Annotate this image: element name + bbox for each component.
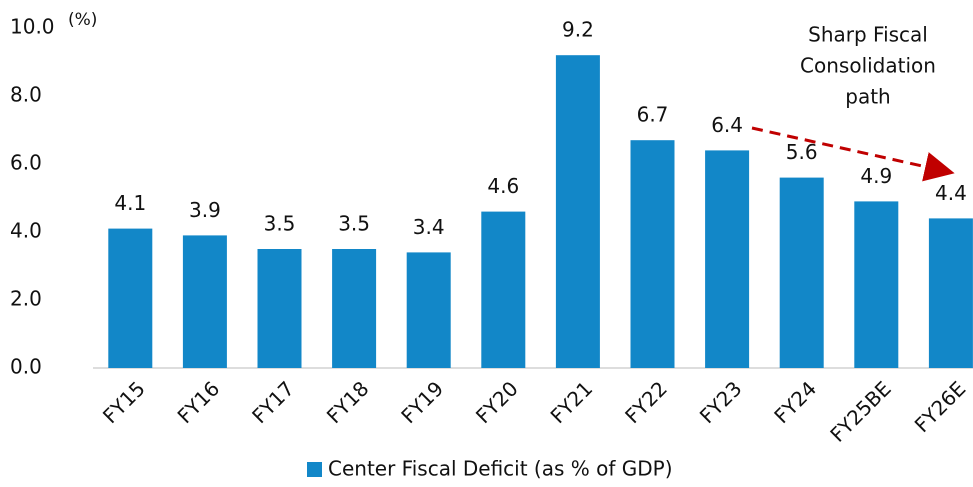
data-label: 6.7 (637, 103, 669, 127)
data-label: 3.5 (264, 212, 296, 236)
data-label: 4.9 (860, 164, 892, 188)
bar (779, 177, 824, 368)
y-tick-label: 0.0 (10, 355, 42, 379)
data-label: 4.6 (487, 174, 519, 198)
bar (257, 249, 302, 368)
legend-swatch (307, 462, 322, 477)
data-label: 3.9 (189, 198, 221, 222)
data-label: 3.4 (413, 215, 445, 239)
bar (481, 211, 526, 368)
x-tick-label: FY22 (620, 376, 672, 428)
data-label: 3.5 (338, 212, 370, 236)
x-tick-label: FY17 (247, 376, 299, 428)
bar (332, 249, 377, 368)
data-label: 4.4 (935, 181, 967, 205)
x-tick-label: FY15 (98, 376, 150, 428)
y-tick-label: 2.0 (10, 287, 42, 311)
data-label: 5.6 (786, 140, 818, 164)
annotation: Sharp Fiscal (808, 23, 928, 47)
x-tick-label: FY20 (471, 376, 523, 428)
x-tick-label: FY24 (769, 376, 821, 428)
y-tick-label: 8.0 (10, 83, 42, 107)
bar (555, 55, 600, 368)
trend-arrow (751, 126, 955, 182)
x-tick-label: FY23 (695, 376, 747, 428)
y-tick-label: 6.0 (10, 151, 42, 175)
data-label: 9.2 (562, 18, 594, 42)
bar (705, 150, 750, 368)
bar (406, 252, 451, 368)
x-tick-label: FY21 (546, 376, 598, 428)
bar (108, 228, 153, 368)
x-tick-label: FY18 (322, 376, 374, 428)
legend-label: Center Fiscal Deficit (as % of GDP) (328, 457, 673, 481)
x-tick-label: FY25BE (825, 376, 895, 446)
data-label: 4.1 (114, 191, 146, 215)
data-label: 6.4 (711, 113, 743, 137)
bar (630, 140, 675, 368)
bar (182, 235, 227, 368)
bar (928, 218, 973, 368)
y-unit: (%) (68, 10, 97, 30)
x-tick-label: FY19 (396, 376, 448, 428)
y-tick-label: 10.0 (10, 15, 55, 39)
y-tick-label: 4.0 (10, 219, 42, 243)
annotation: path (845, 85, 890, 109)
x-tick-label: FY16 (173, 376, 225, 428)
bar (854, 201, 899, 368)
annotation: Consolidation (800, 54, 936, 78)
x-tick-label: FY26E (910, 376, 971, 437)
